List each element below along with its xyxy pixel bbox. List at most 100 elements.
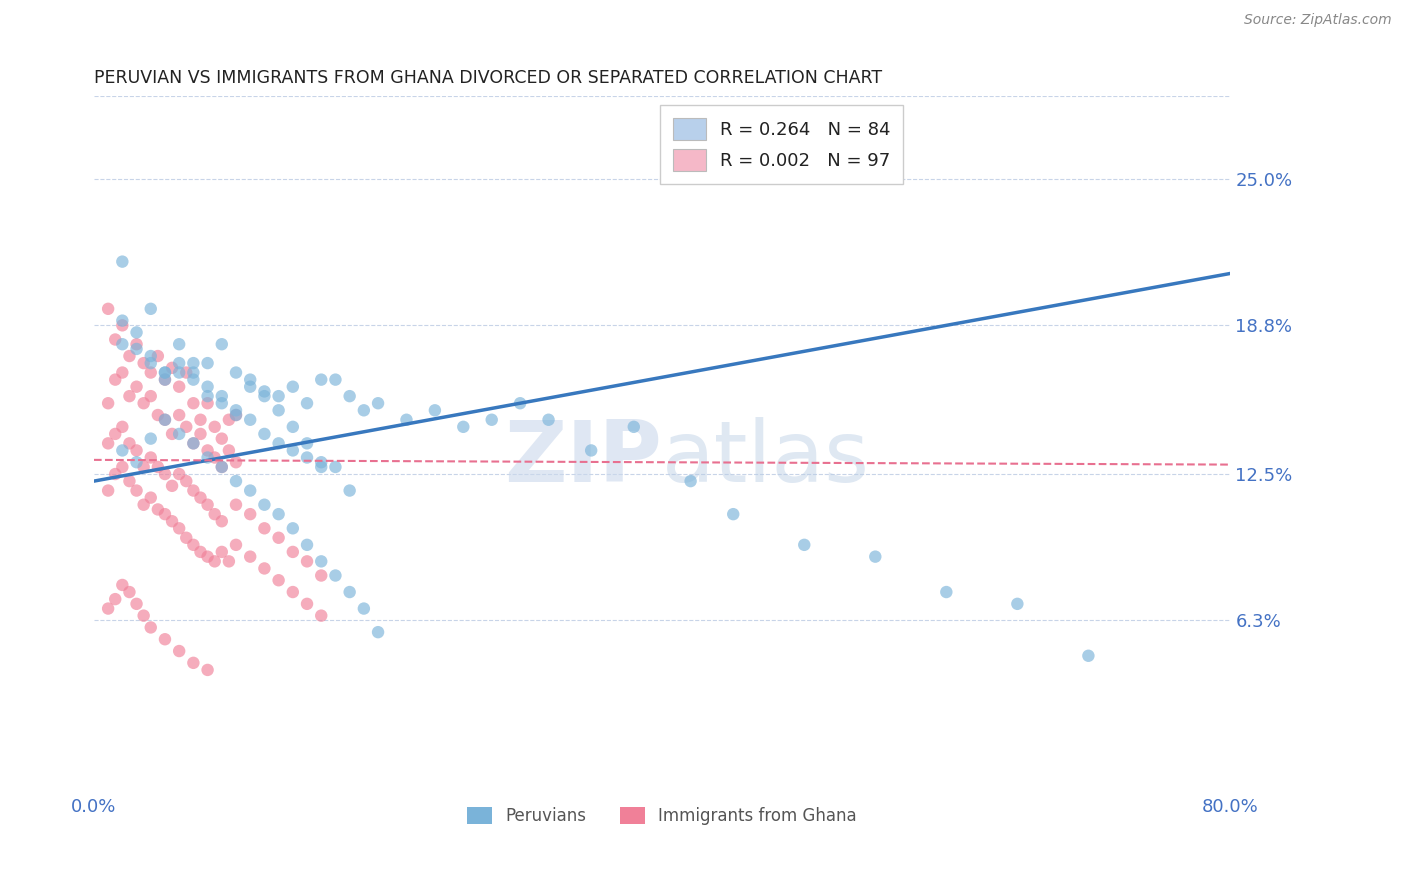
Point	[139, 349, 162, 363]
Point	[267, 403, 290, 417]
Point	[174, 474, 197, 488]
Point	[295, 436, 318, 450]
Point	[225, 408, 247, 422]
Legend: Peruvians, Immigrants from Ghana: Peruvians, Immigrants from Ghana	[458, 798, 865, 833]
Point	[218, 443, 240, 458]
Text: Source: ZipAtlas.com: Source: ZipAtlas.com	[1244, 13, 1392, 28]
Point	[111, 578, 134, 592]
Point	[267, 389, 290, 403]
Point	[339, 483, 361, 498]
Point	[139, 301, 162, 316]
Point	[197, 663, 219, 677]
Point	[281, 521, 304, 535]
Point	[125, 443, 148, 458]
Point	[865, 549, 887, 564]
Point	[509, 396, 531, 410]
Point	[1077, 648, 1099, 663]
Point	[295, 597, 318, 611]
Point	[153, 467, 176, 481]
Point	[253, 426, 276, 441]
Point	[309, 554, 332, 568]
Point	[211, 545, 233, 559]
Point	[153, 413, 176, 427]
Point	[190, 545, 212, 559]
Point	[225, 408, 247, 422]
Point	[167, 521, 190, 535]
Point	[167, 408, 190, 422]
Point	[281, 545, 304, 559]
Point	[97, 396, 120, 410]
Point	[239, 549, 262, 564]
Text: atlas: atlas	[662, 417, 870, 500]
Point	[723, 507, 745, 521]
Point	[253, 389, 276, 403]
Point	[204, 554, 226, 568]
Point	[132, 459, 155, 474]
Point	[139, 432, 162, 446]
Point	[132, 396, 155, 410]
Point	[211, 337, 233, 351]
Point	[225, 455, 247, 469]
Point	[132, 356, 155, 370]
Point	[183, 483, 205, 498]
Point	[579, 443, 602, 458]
Point	[295, 538, 318, 552]
Point	[267, 436, 290, 450]
Point	[211, 514, 233, 528]
Point	[325, 459, 347, 474]
Point	[153, 373, 176, 387]
Point	[353, 403, 375, 417]
Point	[174, 366, 197, 380]
Point	[139, 389, 162, 403]
Point	[111, 313, 134, 327]
Text: PERUVIAN VS IMMIGRANTS FROM GHANA DIVORCED OR SEPARATED CORRELATION CHART: PERUVIAN VS IMMIGRANTS FROM GHANA DIVORC…	[94, 69, 882, 87]
Point	[153, 507, 176, 521]
Point	[125, 597, 148, 611]
Point	[153, 632, 176, 647]
Point	[97, 301, 120, 316]
Point	[481, 413, 503, 427]
Point	[395, 413, 418, 427]
Point	[146, 349, 169, 363]
Point	[139, 620, 162, 634]
Point	[353, 601, 375, 615]
Point	[1007, 597, 1029, 611]
Point	[146, 502, 169, 516]
Point	[153, 413, 176, 427]
Point	[218, 554, 240, 568]
Point	[295, 396, 318, 410]
Point	[167, 337, 190, 351]
Point	[118, 436, 141, 450]
Point	[183, 656, 205, 670]
Point	[239, 507, 262, 521]
Point	[183, 436, 205, 450]
Point	[118, 585, 141, 599]
Point	[111, 337, 134, 351]
Point	[153, 366, 176, 380]
Point	[225, 403, 247, 417]
Text: ZIP: ZIP	[505, 417, 662, 500]
Point	[197, 380, 219, 394]
Point	[146, 459, 169, 474]
Point	[211, 389, 233, 403]
Point	[309, 568, 332, 582]
Point	[225, 474, 247, 488]
Point	[197, 450, 219, 465]
Point	[309, 608, 332, 623]
Point	[190, 426, 212, 441]
Point	[537, 413, 560, 427]
Point	[146, 408, 169, 422]
Point	[197, 396, 219, 410]
Point	[190, 413, 212, 427]
Point	[325, 373, 347, 387]
Point	[111, 443, 134, 458]
Point	[339, 585, 361, 599]
Point	[309, 455, 332, 469]
Point	[190, 491, 212, 505]
Point	[204, 450, 226, 465]
Point	[281, 585, 304, 599]
Point	[139, 491, 162, 505]
Point	[935, 585, 957, 599]
Point	[183, 366, 205, 380]
Point	[367, 396, 389, 410]
